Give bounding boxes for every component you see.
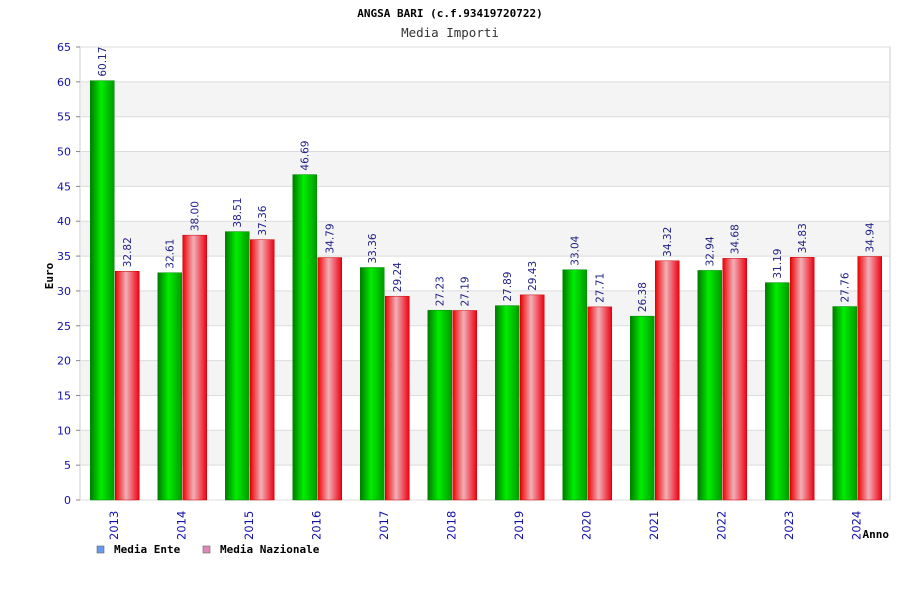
- bar-media-nazionale: [520, 294, 545, 501]
- bar-value-label: 32.82: [122, 237, 134, 267]
- bar-media-ente: [90, 80, 115, 501]
- bar-media-ente: [832, 306, 857, 501]
- grid-band: [81, 430, 889, 466]
- bar-media-nazionale: [857, 256, 882, 501]
- bar-value-label: 32.94: [705, 236, 717, 266]
- x-axis-label: Anno: [863, 528, 890, 541]
- legend: Media Ente Media Nazionale: [96, 543, 320, 556]
- bar-media-nazionale: [115, 271, 140, 501]
- bar-value-label: 32.61: [165, 239, 177, 269]
- bar-value-label: 34.94: [865, 222, 877, 252]
- bar-media-nazionale: [722, 258, 747, 501]
- y-tick-label: 25: [57, 320, 71, 333]
- y-tick-label: 65: [57, 41, 71, 54]
- bar-media-nazionale: [385, 295, 410, 501]
- bar-value-label: 29.24: [392, 262, 404, 292]
- bars: [90, 80, 882, 501]
- plot-area: [79, 46, 891, 501]
- bar-value-label: 34.68: [730, 224, 742, 254]
- grid-band: [81, 360, 889, 396]
- y-tick-label: 50: [57, 146, 71, 159]
- bar-value-label: 38.51: [232, 198, 244, 228]
- grid-band: [81, 290, 889, 326]
- y-tick-label: 30: [57, 285, 71, 298]
- bar-media-ente: [562, 269, 587, 501]
- bar-value-label: 37.36: [257, 205, 269, 235]
- y-tick-label: 45: [57, 180, 71, 193]
- bar-value-label: 27.76: [840, 272, 852, 302]
- y-tick-label: 35: [57, 250, 71, 263]
- x-tick-label: 2016: [309, 511, 323, 540]
- bar-value-label: 27.23: [435, 276, 447, 306]
- bar-media-nazionale: [655, 260, 680, 501]
- bar-media-ente: [427, 309, 452, 501]
- grid-lines: [80, 46, 890, 501]
- y-tick-label: 5: [64, 459, 71, 472]
- bar-media-nazionale: [250, 239, 275, 501]
- x-tick-label: 2024: [849, 511, 863, 540]
- y-tick-label: 10: [57, 424, 71, 437]
- bar-value-label: 34.32: [662, 227, 674, 257]
- x-tick-label: 2013: [107, 511, 121, 540]
- bar-value-label: 60.17: [97, 47, 109, 77]
- y-axis-ticks: 0 5 10 15 20 25 30 35 40 45 50 55 60 65: [57, 41, 80, 507]
- bar-value-label: 27.89: [502, 272, 514, 302]
- bar-value-label: 31.19: [772, 249, 784, 279]
- bar-media-nazionale: [587, 306, 612, 501]
- x-tick-label: 2021: [647, 511, 661, 540]
- bar-value-label: 29.43: [527, 261, 539, 291]
- bar-media-ente: [697, 270, 722, 501]
- bar-media-nazionale: [452, 310, 477, 501]
- x-tick-label: 2022: [714, 511, 728, 540]
- grid-band: [81, 81, 889, 117]
- bar-value-label: 33.04: [570, 235, 582, 265]
- bar-media-nazionale: [317, 257, 342, 501]
- bar-labels: 60.17 32.82 32.61 38.00 38.51 37.36 46.69 34.79…: [97, 47, 877, 313]
- legend-label-media-nazionale: Media Nazionale: [220, 543, 320, 556]
- y-tick-label: 15: [57, 389, 71, 402]
- y-tick-label: 0: [64, 494, 71, 507]
- bar-value-label: 38.00: [190, 201, 202, 231]
- y-axis-label: Euro: [43, 262, 56, 289]
- bar-value-label: 46.69: [300, 141, 312, 171]
- bar-media-ente: [360, 267, 385, 501]
- plot-background: [79, 46, 891, 501]
- x-tick-label: 2020: [579, 511, 593, 540]
- x-tick-label: 2014: [174, 511, 188, 540]
- chart-subtitle: Media Importi: [401, 25, 499, 40]
- bar-value-label: 34.79: [325, 223, 337, 253]
- bar-media-ente: [495, 305, 520, 501]
- bar-media-nazionale: [790, 257, 815, 501]
- x-tick-label: 2023: [782, 511, 796, 540]
- y-tick-label: 55: [57, 111, 71, 124]
- y-tick-label: 60: [57, 76, 71, 89]
- y-tick-label: 20: [57, 355, 71, 368]
- bar-value-label: 34.83: [797, 223, 809, 253]
- x-tick-label: 2015: [242, 511, 256, 540]
- bar-value-label: 27.71: [595, 273, 607, 303]
- x-tick-label: 2018: [444, 511, 458, 540]
- bar-value-label: 27.19: [460, 276, 472, 306]
- grid-band: [81, 221, 889, 257]
- y-tick-label: 40: [57, 215, 71, 228]
- bar-value-label: 26.38: [637, 282, 649, 312]
- grid-band: [81, 151, 889, 187]
- legend-label-media-ente: Media Ente: [114, 543, 181, 556]
- legend-swatch-media-ente: [96, 545, 105, 554]
- bar-media-ente: [292, 174, 317, 501]
- bar-media-ente: [225, 231, 250, 501]
- x-tick-label: 2019: [512, 511, 526, 540]
- bar-media-ente: [630, 315, 655, 501]
- x-axis-ticks: 2013 2014 2015 2016 2017 2018 2019 2020 2021 2022…: [107, 511, 864, 540]
- legend-swatch-media-nazionale: [202, 545, 211, 554]
- x-tick-label: 2017: [377, 511, 391, 540]
- bar-media-nazionale: [182, 234, 207, 501]
- bar-value-label: 33.36: [367, 233, 379, 263]
- chart-title: ANGSA BARI (c.f.93419720722): [357, 7, 542, 20]
- bar-media-ente: [157, 272, 182, 501]
- bar-media-ente: [765, 282, 790, 501]
